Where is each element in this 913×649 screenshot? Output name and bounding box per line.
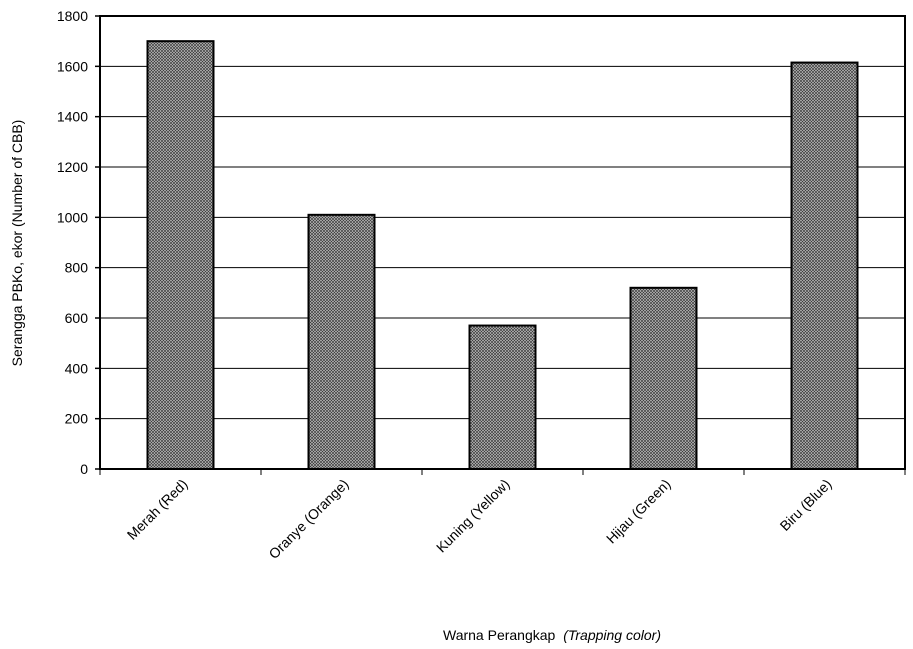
x-axis-title-main: Warna Perangkap bbox=[443, 627, 556, 643]
bars bbox=[146, 40, 859, 471]
x-tick-label: Biru (Blue) bbox=[777, 476, 835, 534]
bar bbox=[790, 61, 859, 471]
y-axis-title: Serangga PBKo, ekor (Number of CBB) bbox=[9, 120, 25, 367]
y-tick-label: 1600 bbox=[57, 58, 88, 74]
plot-area: 0 200 400 600 800 1000 1200 1400 1600 1800 Merah … bbox=[57, 8, 906, 562]
y-tick-label: 1000 bbox=[57, 209, 88, 225]
y-axis: 0 200 400 600 800 1000 1200 1400 1600 1800 bbox=[57, 8, 100, 477]
x-axis-title: Warna Perangkap (Trapping color) bbox=[443, 627, 661, 643]
y-tick-label: 1800 bbox=[57, 8, 88, 24]
y-tick-label: 400 bbox=[65, 360, 89, 376]
y-tick-label: 600 bbox=[65, 310, 89, 326]
x-tick-label: Merah (Red) bbox=[124, 476, 191, 543]
y-tick-label: 0 bbox=[80, 461, 88, 477]
bar bbox=[146, 40, 215, 471]
bar bbox=[468, 324, 537, 470]
x-tick-label: Kuning (Yellow) bbox=[433, 476, 513, 556]
x-axis: Merah (Red) Oranye (Orange) Kuning (Yellow… bbox=[99, 469, 906, 562]
y-tick-label: 1400 bbox=[57, 109, 88, 125]
gridlines bbox=[100, 65, 905, 420]
x-tick-label: Oranye (Orange) bbox=[265, 476, 351, 562]
x-tick-label: Hijau (Green) bbox=[603, 476, 674, 547]
bar bbox=[629, 286, 698, 470]
bar bbox=[307, 213, 376, 470]
y-tick-label: 1200 bbox=[57, 159, 88, 175]
y-tick-label: 200 bbox=[65, 411, 89, 427]
x-axis-title-italic: (Trapping color) bbox=[563, 627, 661, 643]
y-tick-label: 800 bbox=[65, 260, 89, 276]
